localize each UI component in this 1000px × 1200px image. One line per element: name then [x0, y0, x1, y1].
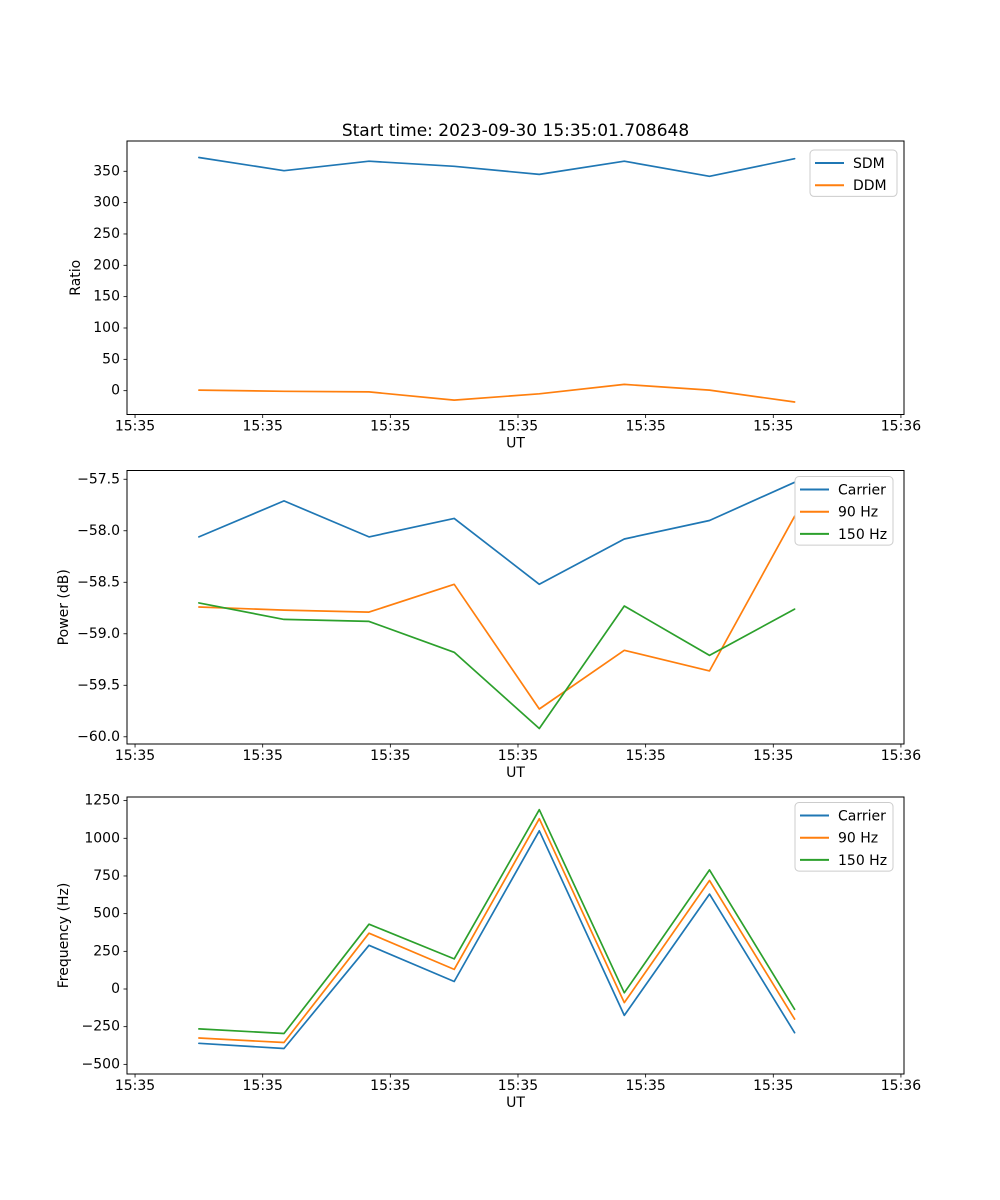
y-tick-label: 150 — [93, 289, 120, 305]
y-tick-label: −250 — [82, 1019, 120, 1035]
y-tick-label: −59.0 — [77, 626, 120, 642]
legend-label-90-hz: 90 Hz — [838, 831, 878, 847]
series-line-carrier — [198, 829, 796, 1050]
series-line-150-hz — [198, 602, 796, 730]
x-tick-label: 15:35 — [243, 419, 283, 435]
y-axis-label: Ratio — [68, 260, 84, 296]
x-tick-label: 15:36 — [881, 1078, 921, 1094]
x-tick-label: 15:36 — [881, 748, 921, 764]
y-tick-label: 50 — [102, 351, 120, 367]
y-tick-label: 1000 — [84, 830, 120, 846]
series-line-90-hz — [198, 515, 796, 710]
series-line-sdm — [198, 156, 796, 178]
x-tick-label: 15:35 — [370, 748, 410, 764]
x-tick-label: 15:35 — [370, 419, 410, 435]
x-tick-label: 15:35 — [115, 1078, 155, 1094]
figure-title: Start time: 2023-09-30 15:35:01.708648 — [341, 121, 690, 141]
x-axis-label: UT — [506, 436, 525, 452]
x-tick-label: 15:35 — [115, 748, 155, 764]
axes-frame — [126, 470, 905, 745]
legend-box — [794, 476, 894, 546]
series-line-carrier — [198, 481, 796, 586]
x-tick-label: 15:35 — [498, 748, 538, 764]
subplot-power-db: 15:35 15:35 15:35 15:35 15:35 15:35 15:36 −60.0… — [56, 470, 921, 781]
legend-label-150-hz: 150 Hz — [838, 527, 887, 543]
x-tick-label: 15:35 — [370, 1078, 410, 1094]
y-tick-label: −60.0 — [77, 729, 120, 745]
x-tick-label: 15:35 — [243, 748, 283, 764]
legend-label-carrier: Carrier — [838, 809, 886, 825]
y-tick-label: 1250 — [84, 793, 120, 809]
series-line-90-hz — [198, 817, 796, 1044]
legend-label-ddm: DDM — [853, 178, 887, 194]
legend-label-90-hz: 90 Hz — [838, 505, 878, 521]
y-tick-label: 500 — [93, 906, 120, 922]
x-tick-label: 15:35 — [625, 748, 665, 764]
series-line-150-hz — [198, 808, 796, 1035]
x-tick-label: 15:35 — [625, 1078, 665, 1094]
legend-label-carrier: Carrier — [838, 483, 886, 499]
y-tick-label: 350 — [93, 163, 120, 179]
x-tick-label: 15:36 — [881, 419, 921, 435]
y-tick-label: −58.5 — [77, 574, 120, 590]
x-axis-label: UT — [506, 1095, 525, 1111]
axes-frame — [126, 796, 905, 1075]
y-tick-label: 300 — [93, 195, 120, 211]
x-tick-label: 15:35 — [753, 419, 793, 435]
series-line-ddm — [198, 383, 796, 403]
legend-label-150-hz: 150 Hz — [838, 853, 887, 869]
subplot-frequency-hz: 15:35 15:35 15:35 15:35 15:35 15:35 15:36 −500 −… — [56, 793, 921, 1111]
x-tick-label: 15:35 — [753, 1078, 793, 1094]
x-axis-label: UT — [506, 765, 525, 781]
y-tick-label: −57.5 — [77, 471, 120, 487]
y-tick-label: 100 — [93, 320, 120, 336]
y-tick-label: 0 — [111, 383, 120, 399]
y-tick-label: 250 — [93, 226, 120, 242]
y-tick-label: −59.5 — [77, 677, 120, 693]
axes-frame — [126, 140, 905, 415]
y-tick-label: −58.0 — [77, 523, 120, 539]
x-tick-label: 15:35 — [115, 419, 155, 435]
x-tick-label: 15:35 — [498, 1078, 538, 1094]
y-tick-label: 750 — [93, 868, 120, 884]
x-tick-label: 15:35 — [625, 419, 665, 435]
y-tick-label: 250 — [93, 943, 120, 959]
y-tick-label: 200 — [93, 257, 120, 273]
y-tick-label: −500 — [82, 1056, 120, 1072]
subplot-ratio: 15:35 15:35 15:35 15:35 15:35 15:35 15:36 0 50 10… — [68, 140, 921, 452]
legend-box — [794, 802, 894, 872]
y-tick-label: 0 — [111, 981, 120, 997]
y-axis-label: Power (dB) — [56, 569, 72, 645]
legend-label-sdm: SDM — [853, 156, 885, 172]
x-tick-label: 15:35 — [498, 419, 538, 435]
x-tick-label: 15:35 — [753, 748, 793, 764]
y-axis-label: Frequency (Hz) — [56, 883, 72, 989]
x-tick-label: 15:35 — [243, 1078, 283, 1094]
